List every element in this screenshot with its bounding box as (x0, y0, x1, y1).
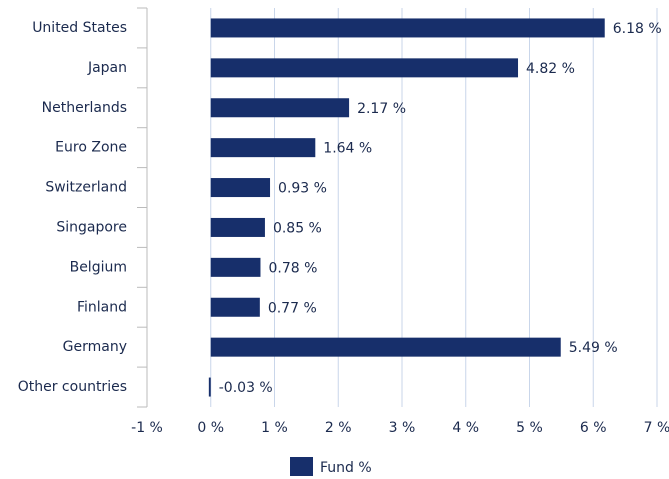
bar (210, 138, 316, 158)
bar (210, 98, 350, 118)
x-tick-label: 5 % (516, 420, 543, 436)
data-label: 2.17 % (357, 101, 406, 117)
bar (210, 18, 605, 38)
data-label: 5.49 % (569, 340, 618, 356)
x-tick-label: 6 % (580, 420, 607, 436)
x-tick-label: 0 % (197, 420, 224, 436)
x-tick-label: 2 % (325, 420, 352, 436)
y-tick-label: Germany (63, 339, 127, 355)
bar (208, 377, 211, 397)
legend-label: Fund % (320, 460, 372, 476)
data-label: 0.77 % (268, 300, 317, 316)
y-tick-label: Finland (77, 299, 127, 315)
bar (210, 58, 519, 78)
y-tick-label: Singapore (56, 219, 127, 235)
bar (210, 337, 561, 357)
bar (210, 257, 261, 277)
bar (210, 297, 260, 317)
data-label: -0.03 % (219, 380, 273, 396)
x-tick-label: 7 % (644, 420, 669, 436)
x-tick-label: 1 % (261, 420, 288, 436)
data-label: 6.18 % (613, 21, 662, 37)
legend-swatch (290, 457, 313, 476)
data-label: 0.85 % (273, 220, 322, 236)
data-label: 0.78 % (268, 260, 317, 276)
bar (210, 217, 265, 237)
y-tick-label: Belgium (70, 259, 127, 275)
y-tick-label: Netherlands (42, 100, 127, 116)
x-tick-label: -1 % (131, 420, 163, 436)
x-tick-label: 3 % (389, 420, 416, 436)
y-tick-label: Switzerland (45, 180, 127, 196)
x-tick-label: 4 % (452, 420, 479, 436)
y-tick-label: United States (32, 20, 127, 36)
bar (210, 178, 271, 198)
data-label: 4.82 % (526, 61, 575, 77)
y-tick-label: Japan (87, 60, 127, 76)
y-tick-label: Other countries (18, 379, 127, 395)
y-tick-label: Euro Zone (55, 140, 127, 156)
data-label: 0.93 % (278, 181, 327, 197)
data-label: 1.64 % (323, 141, 372, 157)
